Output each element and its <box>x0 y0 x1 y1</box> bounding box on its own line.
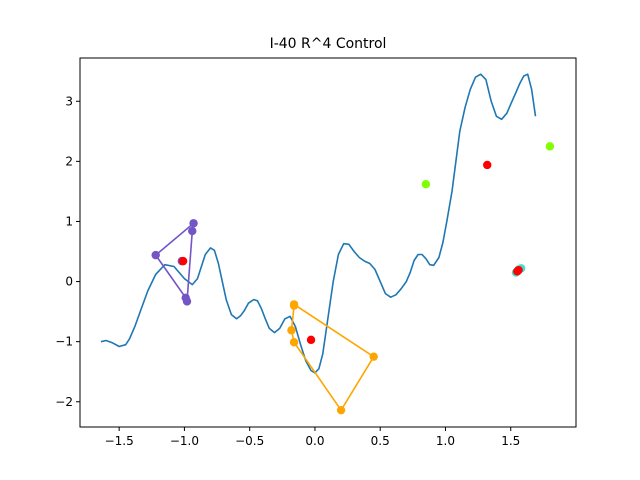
y-tick-label-4: 2 <box>65 154 73 168</box>
x-tick-label-1: −1.0 <box>170 434 199 448</box>
scatter-0-point-1 <box>545 142 555 151</box>
x-tick-label-5: 1.0 <box>436 434 455 448</box>
curve-line <box>100 73 537 374</box>
y-tick-label-1: −1 <box>55 335 73 349</box>
polygon-0-point-3 <box>182 297 192 306</box>
x-tick-label-6: 1.5 <box>501 434 520 448</box>
y-tick-label-0: −2 <box>55 395 73 409</box>
polygon-1-point-3 <box>336 405 346 415</box>
polygon-1-point-5 <box>289 300 299 309</box>
scatter-3-point-1 <box>306 335 316 345</box>
x-tick-label-3: 0.0 <box>305 434 324 448</box>
scatter-3-point-4 <box>514 265 523 275</box>
polygon-1-point-1 <box>287 326 296 335</box>
polygon-0-point-1 <box>151 250 160 260</box>
polygon-0-point-4 <box>188 226 197 236</box>
axes-frame <box>79 57 577 428</box>
scatter-3-point-0 <box>178 256 188 266</box>
x-tick-label-2: −0.5 <box>235 434 264 448</box>
axes: −1.5 −1.0 −0.5 0.0 0.5 1.0 1.5 −2 −1 0 1 2 3 <box>55 94 520 448</box>
plot-area <box>100 73 555 415</box>
y-tick-label-5: 3 <box>65 94 73 108</box>
scatter-0-point-0 <box>421 180 431 189</box>
polygon-0-point-0 <box>189 219 198 228</box>
scatter-3-point-2 <box>483 160 492 170</box>
x-tick-label-4: 0.5 <box>371 434 390 448</box>
polygon-1-point-2 <box>289 338 299 347</box>
chart-title: I-40 R^4 Control <box>270 36 387 52</box>
polygon-1-point-4 <box>369 352 378 361</box>
y-tick-label-3: 1 <box>65 214 73 228</box>
y-tick-label-2: 0 <box>65 275 73 289</box>
x-tick-label-0: −1.5 <box>105 434 134 448</box>
